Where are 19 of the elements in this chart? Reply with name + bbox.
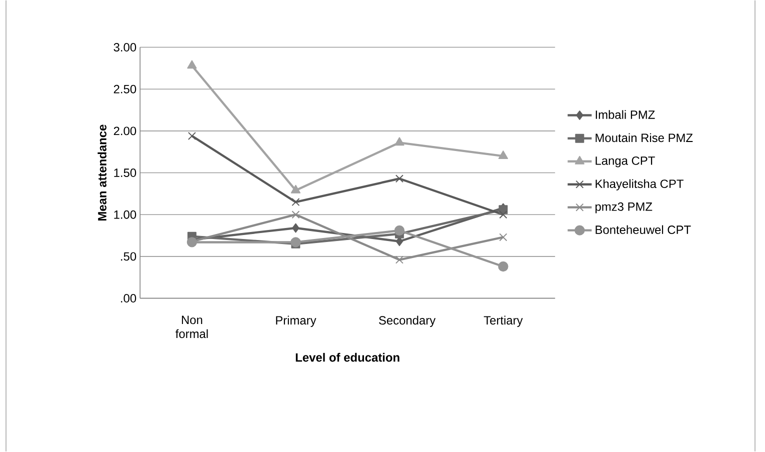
y-tick-label: 2.00 bbox=[114, 126, 136, 136]
y-axis-title: Mean attendance bbox=[98, 124, 106, 221]
x-tick-label: Secondary bbox=[378, 316, 436, 328]
legend-label: Moutain Rise PMZ bbox=[596, 133, 693, 142]
y-tick-label: .50 bbox=[121, 252, 136, 261]
y-tick-label: .00 bbox=[121, 294, 136, 303]
x-tick-label: Non formal bbox=[176, 316, 208, 338]
x-axis-title: Level of education bbox=[296, 353, 400, 362]
legend-label: Bonteheuwel CPT bbox=[596, 225, 691, 234]
y-tick-label: 3.00 bbox=[114, 43, 136, 52]
y-tick-label: 1.00 bbox=[114, 210, 136, 219]
legend-label: Khayelitsha CPT bbox=[596, 179, 684, 191]
legend-label: Imbali PMZ bbox=[596, 110, 655, 120]
y-tick-label: 2.50 bbox=[114, 84, 136, 94]
legend-label: Langa CPT bbox=[596, 156, 655, 168]
x-tick-label: Tertiary bbox=[484, 316, 523, 328]
y-tick-label: 1.50 bbox=[114, 168, 136, 178]
legend-label: pmz3 PMZ bbox=[596, 202, 652, 214]
x-tick-label: Primary bbox=[276, 316, 316, 328]
